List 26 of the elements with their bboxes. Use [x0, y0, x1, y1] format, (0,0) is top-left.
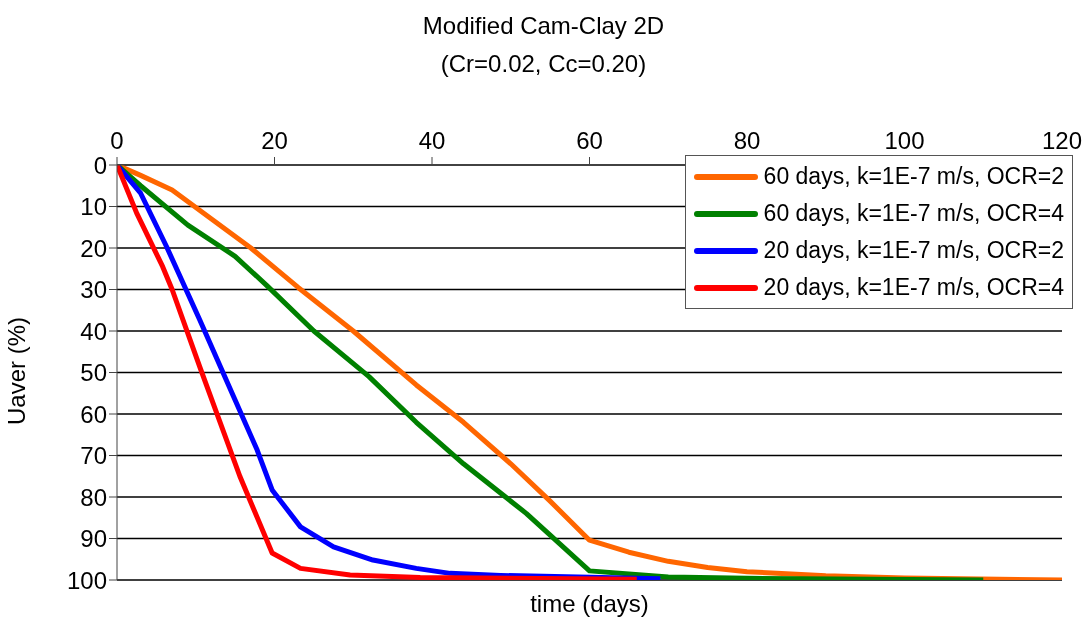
- y-tick-label: 20: [80, 234, 107, 262]
- x-tick-label: 60: [576, 127, 603, 154]
- legend-label: 60 days, k=1E-7 m/s, OCR=2: [763, 163, 1064, 190]
- legend-label: 20 days, k=1E-7 m/s, OCR=4: [763, 274, 1064, 301]
- y-tick-label: 90: [80, 525, 107, 553]
- x-tick-label: 0: [110, 127, 124, 154]
- x-tick-label: 40: [418, 127, 446, 154]
- chart-subtitle: (Cr=0.02, Cc=0.20): [439, 50, 648, 78]
- x-tick-label: 120: [1041, 127, 1083, 154]
- x-tick-label: 20: [261, 127, 288, 154]
- y-tick-label: 70: [80, 442, 107, 470]
- x-axis-title: time (days): [529, 590, 650, 618]
- chart-title: Modified Cam-Clay 2D: [421, 12, 666, 40]
- legend-label: 60 days, k=1E-7 m/s, OCR=4: [763, 200, 1064, 227]
- y-tick-label: 80: [80, 483, 107, 511]
- y-tick-label: 40: [80, 317, 107, 345]
- y-tick-label: 60: [80, 400, 107, 428]
- y-tick-label: 0: [93, 151, 107, 179]
- x-tick-label: 80: [733, 127, 761, 154]
- y-tick-label: 50: [80, 359, 107, 387]
- y-tick-label: 30: [80, 276, 107, 304]
- y-tick-label: 100: [66, 566, 107, 594]
- y-tick-label: 10: [80, 193, 107, 221]
- y-axis-title: Uaver (%): [3, 316, 31, 427]
- x-tick-label: 100: [884, 127, 925, 154]
- legend-label: 20 days, k=1E-7 m/s, OCR=2: [763, 237, 1064, 264]
